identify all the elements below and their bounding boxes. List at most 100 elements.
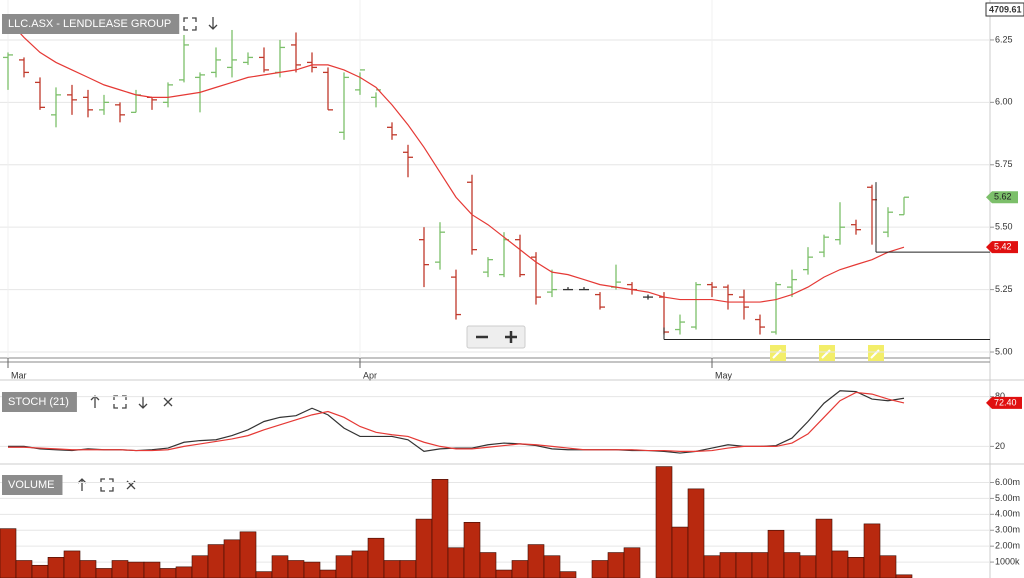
volume-bar (15, 560, 33, 578)
y-tick-label: 3.00m (995, 525, 1020, 535)
volume-bar (495, 569, 513, 578)
y-tick-label: 5.00m (995, 493, 1020, 503)
volume-bar (31, 564, 49, 578)
y-tick-label: 5.00 (995, 346, 1013, 356)
y-tick-label: 80 (995, 391, 1005, 401)
volume-bar (383, 560, 401, 578)
volume-bar (719, 552, 737, 578)
volume-bar (831, 550, 849, 578)
volume-bar (863, 523, 881, 578)
volume-bar (847, 557, 865, 578)
close-icon[interactable] (163, 397, 173, 407)
volume-bar (351, 550, 369, 578)
volume-bar (287, 560, 305, 578)
y-tick-label: 5.50 (995, 222, 1013, 232)
volume-bar (783, 552, 801, 578)
price-tag-label: 5.62 (994, 192, 1012, 202)
pencil-icon (821, 349, 831, 359)
volume-bar (143, 561, 161, 578)
corner-label: 4709.61 (989, 4, 1022, 14)
y-tick-label: 6.25 (995, 34, 1013, 44)
volume-bar (255, 571, 273, 578)
panel-title: STOCH (21) (8, 396, 69, 408)
volume-bar (527, 544, 545, 578)
panel-icons (77, 17, 218, 492)
volume-bar (415, 518, 433, 578)
volume-bar (735, 552, 753, 578)
panel-title-box (2, 392, 77, 412)
y-tick-label: 6.00 (995, 97, 1013, 107)
volume-bar (367, 537, 385, 578)
x-tick-label: Apr (363, 370, 377, 380)
indicator-tag-label: 72.40 (994, 397, 1017, 407)
indicator-line (8, 391, 905, 452)
volume-bar (607, 552, 625, 578)
volume-bar (671, 526, 689, 578)
up-icon[interactable] (90, 395, 100, 408)
volume-bar (0, 528, 17, 578)
volume-bar (655, 466, 673, 578)
x-tick-label: Mar (11, 370, 27, 380)
y-tick-label: 1000k (995, 556, 1020, 566)
y-tick-label: 2.00m (995, 541, 1020, 551)
zoom-in-button[interactable] (505, 331, 517, 343)
volume-bar (79, 560, 97, 578)
volume-bar (63, 550, 81, 578)
up-icon[interactable] (77, 478, 87, 491)
y-tick-label: 4.00m (995, 509, 1020, 519)
panel-title-box (2, 475, 63, 495)
volume-bar (111, 560, 129, 578)
x-tick-label: May (715, 370, 733, 380)
volume-bar (223, 539, 241, 578)
y-tick-label: 20 (995, 441, 1005, 451)
indicator-tag (986, 396, 1022, 409)
volume-bar (95, 568, 113, 578)
pencil-icon (870, 349, 880, 359)
volume-bar (751, 552, 769, 578)
volume-bar (591, 560, 609, 578)
volume-bar (767, 529, 785, 578)
volume-bar (799, 555, 817, 578)
volume-bar (303, 561, 321, 578)
down-icon[interactable] (208, 17, 218, 30)
volume-bar (47, 557, 65, 578)
volume-bar (687, 488, 705, 578)
volume-bar (207, 544, 225, 578)
volume-bar (815, 518, 833, 578)
volume-bar (191, 555, 209, 578)
price-tag (986, 191, 1018, 204)
volume-bar (623, 547, 641, 578)
y-tick-label: 6.00m (995, 477, 1020, 487)
maximize-icon[interactable] (113, 395, 127, 409)
volume-bar (447, 547, 465, 578)
volume-bar (543, 555, 561, 578)
volume-bar (271, 555, 289, 578)
volume-bar (127, 561, 145, 578)
price-tag (986, 241, 1018, 254)
volume-bar (239, 531, 257, 578)
y-tick-label: 5.25 (995, 284, 1013, 294)
volume-bar (463, 521, 481, 578)
panel-title: VOLUME (8, 479, 54, 491)
volume-bar (479, 552, 497, 578)
volume-bar (879, 555, 897, 578)
volume-bar (319, 569, 337, 578)
maximize-icon[interactable] (100, 478, 114, 492)
zoom-controls (466, 325, 526, 349)
volume-bar (511, 560, 529, 578)
volume-bar (431, 479, 449, 578)
panel-title: LLC.ASX - LENDLEASE GROUP (8, 18, 171, 30)
pencil-icon (772, 349, 782, 359)
volume-bar (399, 560, 417, 578)
panel-title-box (2, 14, 180, 34)
volume-bar (335, 555, 353, 578)
maximize-icon[interactable] (183, 17, 197, 31)
moving-average-line (7, 19, 905, 303)
annotation-markers (770, 345, 884, 361)
label-layer: 5.00 5.25 5.50 5.75 6.00 6.25 Mar Apr May 5.62 5.4… (2, 2, 1024, 566)
price-tag-label: 5.42 (994, 242, 1012, 252)
corner-label-box (985, 2, 1024, 17)
down-icon[interactable] (138, 396, 148, 409)
